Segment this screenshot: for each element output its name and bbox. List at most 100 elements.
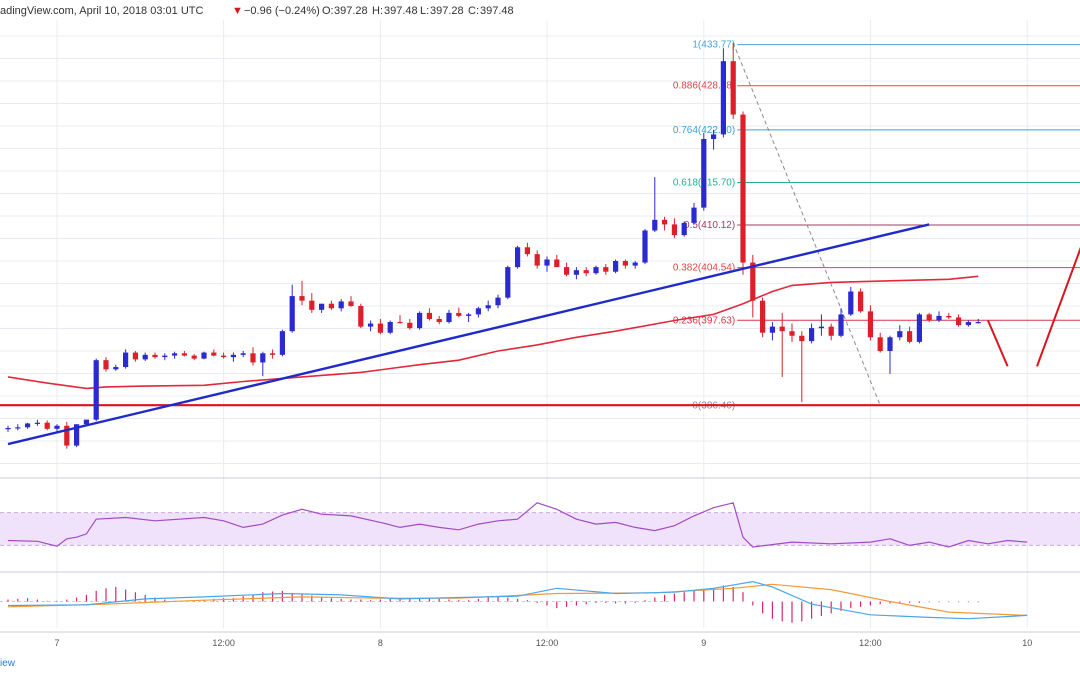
candle[interactable]: [211, 349, 217, 357]
candle[interactable]: [671, 218, 677, 239]
candle[interactable]: [5, 425, 11, 432]
candle[interactable]: [750, 254, 756, 318]
candle[interactable]: [603, 264, 609, 275]
candle[interactable]: [142, 352, 148, 361]
candle[interactable]: [740, 111, 746, 275]
candle[interactable]: [34, 419, 40, 426]
candle[interactable]: [593, 265, 599, 275]
candle[interactable]: [299, 280, 305, 306]
candle[interactable]: [632, 261, 638, 269]
price-projection[interactable]: [987, 234, 1080, 367]
candle[interactable]: [64, 421, 70, 449]
candle[interactable]: [44, 420, 50, 431]
candle[interactable]: [769, 322, 775, 341]
candle[interactable]: [779, 312, 785, 377]
candle[interactable]: [946, 312, 952, 319]
candle[interactable]: [907, 326, 913, 344]
candle[interactable]: [172, 351, 178, 359]
candle[interactable]: [123, 349, 129, 369]
candle[interactable]: [691, 203, 697, 225]
candle[interactable]: [348, 296, 354, 307]
candle[interactable]: [289, 284, 295, 333]
candle[interactable]: [466, 312, 472, 323]
candle[interactable]: [181, 351, 187, 357]
projection-up-line[interactable]: [1036, 234, 1080, 367]
candle[interactable]: [328, 300, 334, 310]
candle[interactable]: [887, 335, 893, 374]
candle[interactable]: [573, 267, 579, 280]
candle[interactable]: [103, 357, 109, 372]
projection-down-line[interactable]: [987, 320, 1009, 367]
candle[interactable]: [838, 308, 844, 338]
candle[interactable]: [916, 312, 922, 344]
candle[interactable]: [652, 177, 658, 233]
candle[interactable]: [446, 309, 452, 324]
candle[interactable]: [387, 320, 393, 335]
trendline[interactable]: [7, 223, 930, 446]
candle[interactable]: [799, 331, 805, 403]
candle[interactable]: [828, 323, 834, 341]
candle[interactable]: [309, 293, 315, 313]
candle[interactable]: [319, 303, 325, 313]
candle[interactable]: [221, 352, 227, 359]
candle[interactable]: [54, 424, 60, 432]
candle[interactable]: [250, 347, 256, 366]
candle[interactable]: [377, 318, 383, 335]
candle[interactable]: [965, 320, 971, 327]
trendline-line[interactable]: [7, 223, 930, 446]
candle[interactable]: [240, 351, 246, 358]
candle[interactable]: [397, 315, 403, 324]
candle[interactable]: [475, 306, 481, 318]
candle[interactable]: [662, 216, 668, 231]
candle[interactable]: [720, 48, 726, 138]
candle[interactable]: [701, 132, 707, 211]
candle[interactable]: [368, 320, 374, 332]
candle[interactable]: [975, 318, 981, 324]
candle[interactable]: [132, 351, 138, 362]
candle[interactable]: [809, 323, 815, 344]
candle[interactable]: [358, 303, 364, 329]
candle[interactable]: [279, 329, 285, 357]
candle[interactable]: [789, 323, 795, 342]
candle[interactable]: [760, 297, 766, 338]
candle[interactable]: [15, 424, 21, 431]
candle[interactable]: [191, 354, 197, 361]
candle[interactable]: [534, 250, 540, 269]
candle[interactable]: [936, 311, 942, 323]
candle[interactable]: [858, 288, 864, 313]
candle[interactable]: [162, 353, 168, 361]
candle[interactable]: [407, 318, 413, 330]
candle[interactable]: [554, 254, 560, 268]
candle[interactable]: [681, 221, 687, 237]
candle[interactable]: [260, 351, 266, 377]
candle[interactable]: [956, 314, 962, 327]
candle[interactable]: [897, 325, 903, 341]
candle[interactable]: [867, 305, 873, 341]
candle[interactable]: [877, 332, 883, 353]
candle[interactable]: [485, 300, 491, 312]
candle[interactable]: [848, 286, 854, 316]
candle[interactable]: [564, 262, 570, 277]
candle[interactable]: [338, 299, 344, 312]
candle[interactable]: [456, 307, 462, 318]
candle[interactable]: [818, 314, 824, 336]
candle[interactable]: [93, 358, 99, 422]
candle[interactable]: [436, 315, 442, 325]
candle[interactable]: [113, 364, 119, 371]
candle[interactable]: [201, 351, 207, 360]
candle[interactable]: [711, 129, 717, 150]
candle[interactable]: [426, 308, 432, 321]
candle[interactable]: [152, 352, 158, 359]
candle[interactable]: [730, 42, 736, 120]
candle[interactable]: [926, 312, 932, 323]
candle[interactable]: [270, 349, 276, 359]
candlestick-series[interactable]: [5, 42, 981, 449]
candle[interactable]: [25, 422, 31, 429]
candle[interactable]: [613, 259, 619, 274]
candle[interactable]: [417, 311, 423, 330]
footer-partial-link[interactable]: iew: [0, 658, 16, 669]
candle[interactable]: [622, 259, 628, 269]
candle[interactable]: [583, 267, 589, 277]
candle[interactable]: [515, 245, 521, 269]
